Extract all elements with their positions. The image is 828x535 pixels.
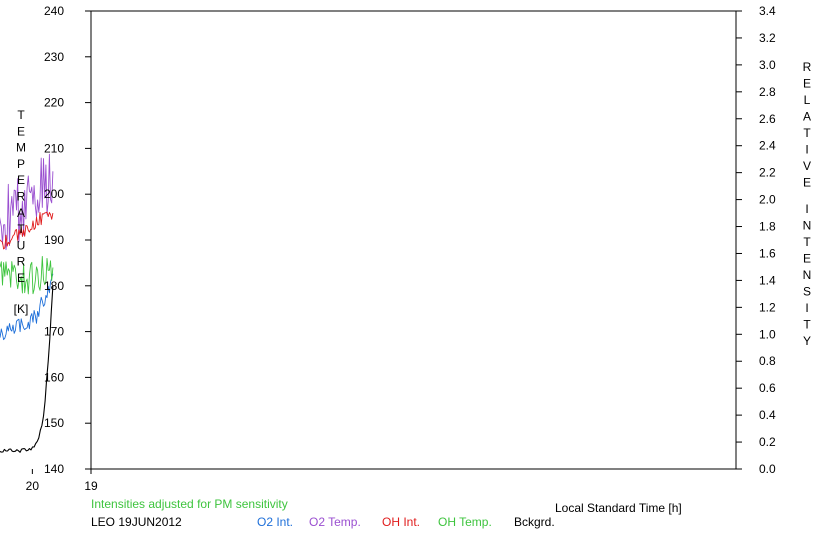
right-tick-label: 3.4 <box>759 4 776 18</box>
legend-entry: O2 Int. <box>257 515 293 529</box>
right-axis-letter: E <box>803 252 811 266</box>
station-date-label: LEO 19JUN2012 <box>91 515 182 529</box>
left-axis-letter: T <box>17 222 25 236</box>
left-tick-label: 140 <box>44 462 64 476</box>
right-tick-label: 3.0 <box>759 58 776 72</box>
left-axis-letter: E <box>17 173 25 187</box>
right-axis-letter: L <box>804 93 811 107</box>
left-axis-letter: T <box>17 108 25 122</box>
left-tick-label: 220 <box>44 96 64 110</box>
left-axis-letter: P <box>17 157 25 171</box>
right-tick-label: 3.2 <box>759 31 776 45</box>
right-tick-label: 1.8 <box>759 220 776 234</box>
right-tick-label: 2.4 <box>759 139 776 153</box>
x-axis-label: Local Standard Time [h] <box>555 501 682 515</box>
left-tick-label: 180 <box>44 279 64 293</box>
x-axis: 1920212223012345678 <box>26 469 98 493</box>
legend-entry: Bckgrd. <box>514 515 555 529</box>
right-axis-letter: I <box>805 301 808 315</box>
right-tick-label: 0.2 <box>759 435 776 449</box>
left-axis-letter: R <box>17 190 26 204</box>
right-tick-label: 2.6 <box>759 112 776 126</box>
left-axis-letter: M <box>16 141 26 155</box>
right-axis-letter: N <box>803 268 812 282</box>
left-tick-label: 240 <box>44 4 64 18</box>
x-tick-label: 20 <box>26 479 40 493</box>
x-tick-label: 19 <box>84 479 98 493</box>
right-tick-label: 0.4 <box>759 408 776 422</box>
right-axis-letter: T <box>803 126 811 140</box>
right-axis-letter: N <box>803 219 812 233</box>
right-axis-letter: I <box>805 143 808 157</box>
right-axis-letter: A <box>803 110 811 124</box>
right-axis-letter: T <box>803 318 811 332</box>
right-tick-label: 1.6 <box>759 246 776 260</box>
left-axis-letter: E <box>17 271 25 285</box>
right-axis: 0.0 0.2 0.4 0.6 0.8 1.0 1.2 1.4 1.6 1.8 2.0 2.2 2.4 2… <box>736 4 776 476</box>
legend: O2 Int. O2 Temp. OH Int. OH Temp. Bckgrd. <box>257 515 555 529</box>
right-tick-label: 0.0 <box>759 462 776 476</box>
left-axis-letter: E <box>17 124 25 138</box>
right-axis-letter: Y <box>803 334 811 348</box>
right-tick-label: 2.2 <box>759 166 776 180</box>
legend-entry: OH Temp. <box>438 515 492 529</box>
left-axis-letter: R <box>17 255 26 269</box>
left-tick-label: 170 <box>44 325 64 339</box>
right-axis-letter: T <box>803 235 811 249</box>
right-tick-label: 1.0 <box>759 327 776 341</box>
left-axis-letter: U <box>17 238 26 252</box>
right-tick-label: 0.8 <box>759 354 776 368</box>
right-axis-letter: I <box>805 202 808 216</box>
right-axis-letter: E <box>803 77 811 91</box>
left-tick-label: 210 <box>44 141 64 155</box>
right-tick-label: 0.6 <box>759 381 776 395</box>
left-tick-label: 230 <box>44 50 64 64</box>
right-axis-letter: V <box>803 159 811 173</box>
left-tick-label: 190 <box>44 233 64 247</box>
left-axis: 140 150 160 170 180 190 200 210 220 230 240 <box>44 4 91 476</box>
legend-entry: O2 Temp. <box>309 515 361 529</box>
right-tick-label: 1.4 <box>759 273 776 287</box>
left-axis-unit: [K] <box>14 302 29 316</box>
pm-sensitivity-note: Intensities adjusted for PM sensitivity <box>91 497 288 511</box>
right-axis-letter: E <box>803 176 811 190</box>
right-axis-letter: R <box>803 60 812 74</box>
legend-entry: OH Int. <box>382 515 420 529</box>
right-tick-label: 2.0 <box>759 193 776 207</box>
left-axis-letter: A <box>17 206 25 220</box>
right-tick-label: 1.2 <box>759 300 776 314</box>
right-tick-label: 2.8 <box>759 85 776 99</box>
right-axis-letter: S <box>803 285 811 299</box>
left-tick-label: 150 <box>44 416 64 430</box>
left-tick-label: 160 <box>44 370 64 384</box>
left-tick-label: 200 <box>44 187 64 201</box>
